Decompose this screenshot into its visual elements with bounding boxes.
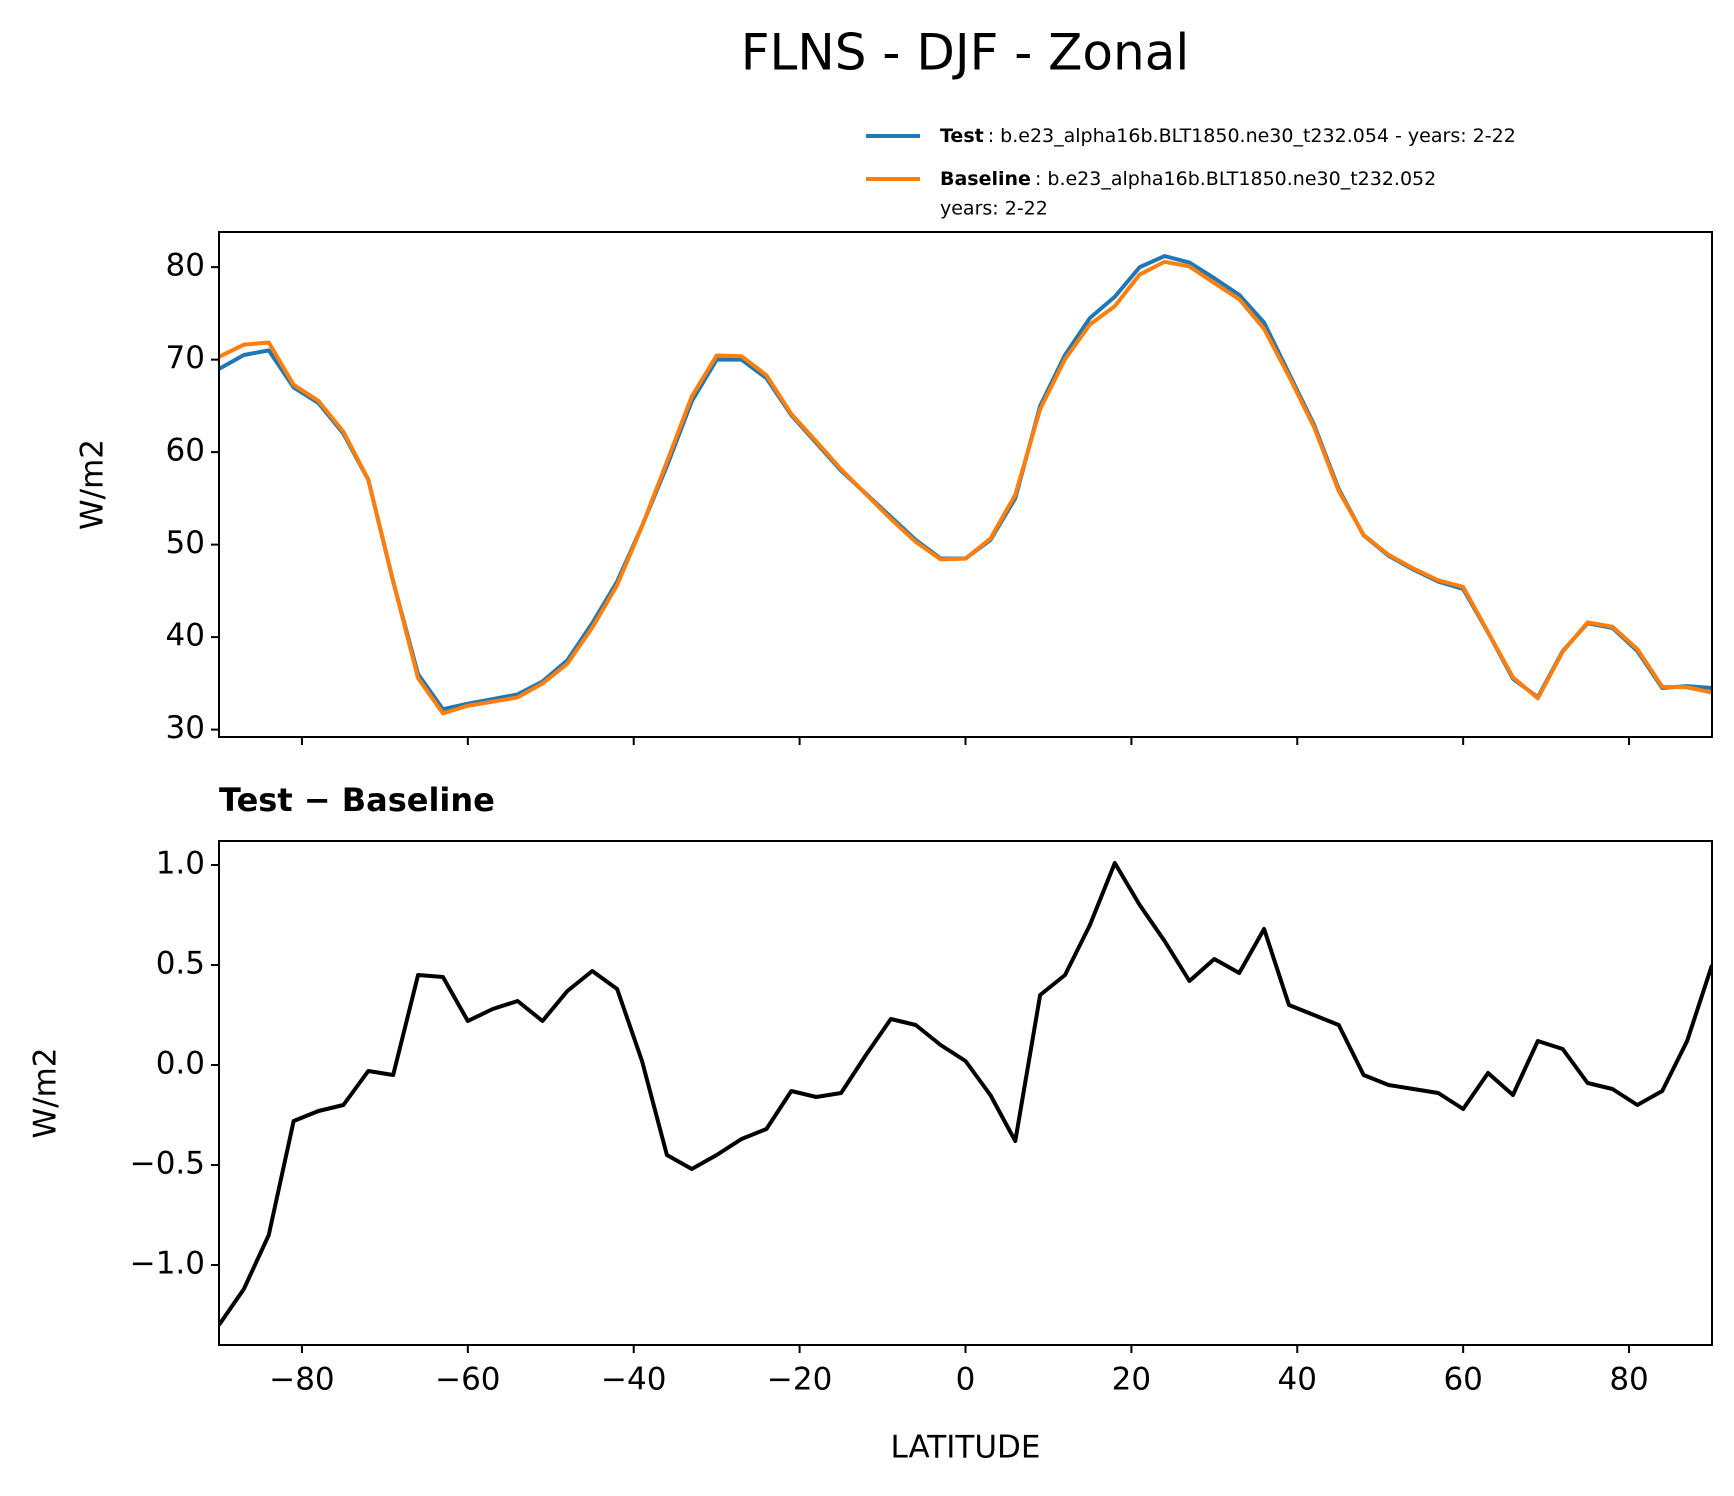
y-tick-label: 60 — [166, 433, 205, 469]
legend-label: Baseline: b.e23_alpha16b.BLT1850.ne30_t2… — [940, 168, 1436, 190]
x-tick-label: −40 — [601, 1362, 666, 1398]
x-tick-label: 80 — [1609, 1362, 1648, 1398]
legend-name: Baseline — [940, 168, 1031, 190]
y-tick-label: 30 — [166, 710, 205, 746]
x-tick-label: 20 — [1112, 1362, 1151, 1398]
y-tick-label: 70 — [166, 340, 205, 376]
y-tick-label: 1.0 — [156, 846, 205, 882]
y-tick-label: 40 — [166, 618, 205, 654]
data-line — [219, 254, 1712, 712]
data-line — [219, 259, 1712, 716]
y-tick-label: −0.5 — [130, 1146, 205, 1182]
y-tick-label: 0.5 — [156, 946, 205, 982]
y-tick-label: 80 — [166, 248, 205, 284]
legend-description: : b.e23_alpha16b.BLT1850.ne30_t232.054 -… — [988, 125, 1516, 147]
x-tick-label: −80 — [269, 1362, 334, 1398]
y-tick-label: 0.0 — [156, 1046, 205, 1082]
figure-title: FLNS - DJF - Zonal — [741, 24, 1190, 82]
x-tick-label: 40 — [1278, 1362, 1317, 1398]
legend-description: years: 2-22 — [940, 198, 1048, 220]
legend-description: : b.e23_alpha16b.BLT1850.ne30_t232.052 — [1035, 168, 1436, 190]
x-tick-label: −60 — [435, 1362, 500, 1398]
x-axis-label: LATITUDE — [891, 1430, 1041, 1466]
y-tick-label: 50 — [166, 525, 205, 561]
y-axis-label: W/m2 — [28, 1047, 64, 1138]
x-tick-label: −20 — [767, 1362, 832, 1398]
data-line — [219, 861, 1712, 1327]
y-axis-label: W/m2 — [75, 439, 111, 530]
x-tick-label: 60 — [1443, 1362, 1482, 1398]
x-tick-label: 0 — [956, 1362, 976, 1398]
axes-frame — [218, 840, 1713, 1346]
subplot-title: Test − Baseline — [219, 781, 495, 819]
axes-frame — [218, 231, 1713, 738]
y-tick-label: −1.0 — [130, 1246, 205, 1282]
legend-label: Test: b.e23_alpha16b.BLT1850.ne30_t232.0… — [940, 125, 1516, 147]
legend-name: Test — [940, 125, 984, 147]
